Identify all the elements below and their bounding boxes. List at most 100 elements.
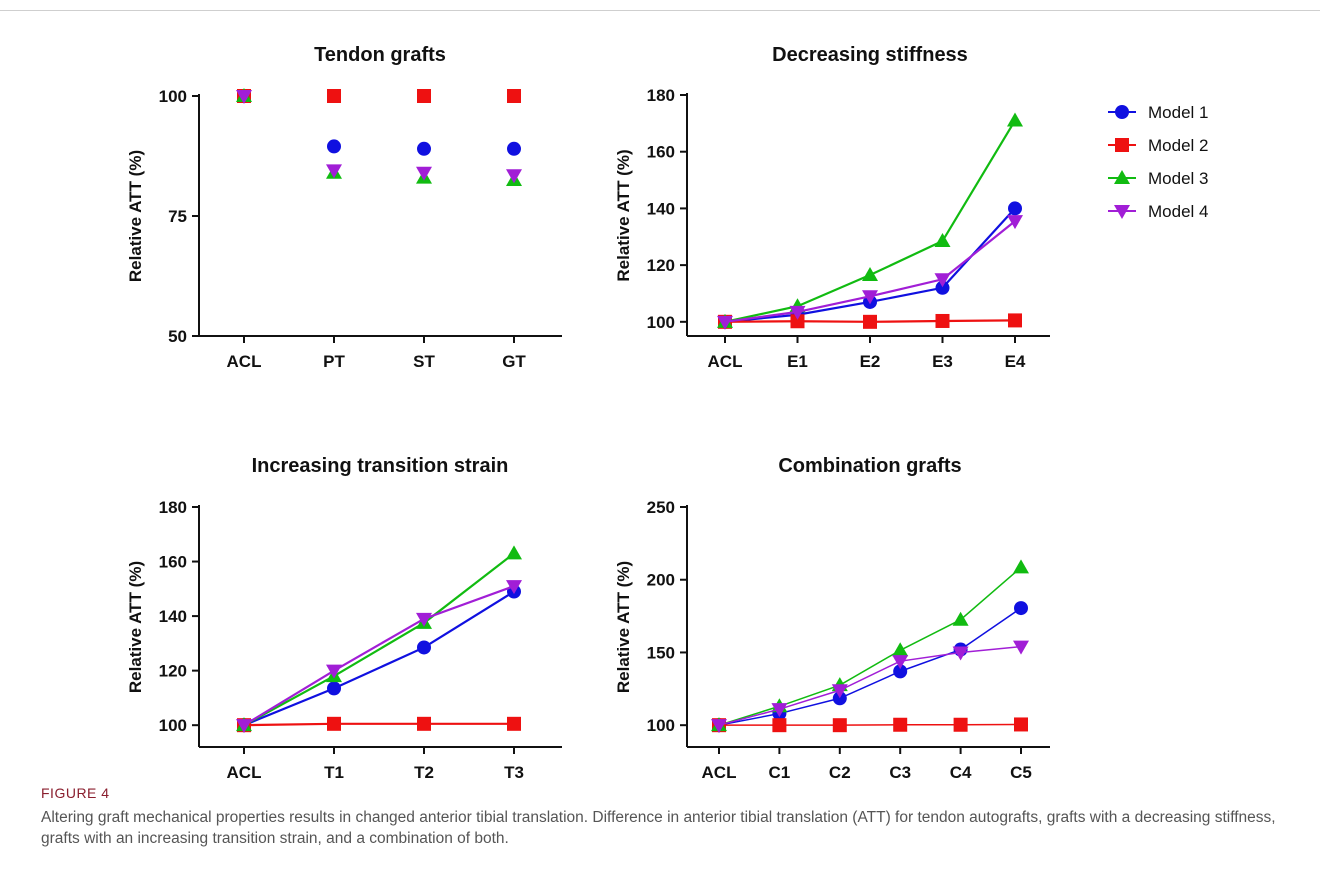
series-model-4 (236, 580, 522, 734)
data-point (416, 166, 432, 181)
data-point (789, 305, 806, 320)
figure-caption-text: Altering graft mechanical properties res… (41, 809, 1276, 847)
y-axis-label: Relative ATT (%) (614, 561, 633, 693)
data-point (1014, 601, 1028, 616)
x-tick-label: ACL (227, 352, 262, 371)
series-model-1 (718, 201, 1022, 329)
legend-label: Model 4 (1148, 202, 1208, 221)
data-point (507, 716, 521, 731)
y-axis-label: Relative ATT (%) (126, 150, 145, 282)
legend-marker (1115, 138, 1129, 152)
x-tick-label: ACL (227, 763, 262, 780)
y-tick-label: 100 (647, 313, 675, 332)
data-point (711, 719, 727, 734)
series-model-3 (717, 112, 1023, 328)
x-tick-label: E3 (932, 352, 953, 371)
data-point (506, 545, 522, 560)
figure-caption: FIGURE 4 Altering graft mechanical prope… (41, 785, 1291, 849)
data-point (416, 612, 432, 627)
chart-title: Tendon grafts (314, 44, 446, 66)
data-point (893, 717, 908, 732)
data-point (1014, 717, 1028, 732)
data-point (1007, 215, 1023, 230)
y-tick-label: 75 (168, 207, 187, 226)
legend: Model 1 Model 2 Model 3 Model 4 (1108, 103, 1208, 221)
series-line (243, 552, 515, 727)
legend-marker (1114, 170, 1130, 184)
x-tick-label: T3 (504, 763, 524, 780)
series-model-2 (237, 89, 521, 103)
data-point (1008, 201, 1022, 216)
data-point (952, 611, 969, 626)
x-tick-label: C1 (769, 763, 791, 780)
chart-title: Decreasing stiffness (772, 44, 968, 66)
series-model-4 (711, 640, 1029, 734)
series-line (718, 645, 1022, 726)
legend-label: Model 2 (1148, 136, 1208, 155)
y-tick-label: 120 (647, 256, 675, 275)
x-tick-label: C5 (1010, 763, 1032, 780)
chart-panel-4: Combination grafts Relative ATT (%) 100 150… (614, 455, 1050, 782)
data-point (1008, 313, 1022, 328)
y-tick-label: 180 (647, 86, 675, 105)
top-divider (0, 10, 1320, 11)
data-point (507, 141, 521, 156)
data-point (934, 273, 951, 288)
data-point (717, 315, 733, 330)
x-tick-label: E4 (1005, 352, 1026, 371)
x-tick-label: E2 (860, 352, 881, 371)
legend-item: Model 1 (1108, 103, 1208, 122)
x-tick-label: C3 (889, 763, 911, 780)
data-point (952, 646, 969, 661)
legend-marker (1114, 205, 1130, 219)
data-point (1013, 640, 1029, 655)
y-tick-label: 180 (159, 498, 187, 517)
data-point (327, 681, 341, 696)
chart-title: Increasing transition strain (252, 455, 509, 477)
data-point (771, 703, 788, 718)
y-tick-label: 250 (647, 498, 675, 517)
y-axis-label: Relative ATT (%) (614, 149, 633, 281)
x-tick-label: GT (502, 352, 526, 371)
data-point (1013, 559, 1029, 574)
legend-item: Model 4 (1108, 202, 1208, 221)
data-point (832, 718, 847, 733)
data-point (236, 90, 252, 104)
data-point (892, 642, 909, 657)
data-point (934, 233, 951, 248)
chart-panel-3: Increasing transition strain Relative ATT… (126, 455, 562, 782)
data-point (862, 290, 878, 305)
y-tick-label: 140 (647, 199, 675, 218)
data-point (790, 314, 805, 329)
data-point (327, 139, 341, 154)
series-model-3 (236, 88, 522, 186)
figure-label: FIGURE 4 (41, 785, 110, 801)
x-tick-label: ST (413, 352, 435, 371)
data-point (506, 169, 522, 184)
data-point (236, 719, 252, 734)
series-model-1 (237, 89, 521, 156)
series-line (718, 566, 1022, 726)
y-tick-label: 150 (647, 643, 675, 662)
y-tick-label: 160 (159, 553, 187, 572)
data-point (506, 580, 522, 595)
legend-label: Model 3 (1148, 169, 1208, 188)
data-point (417, 716, 431, 731)
y-tick-label: 200 (647, 571, 675, 590)
data-point (893, 664, 908, 679)
data-point (417, 640, 431, 655)
data-point (831, 684, 848, 699)
series-line (243, 585, 515, 727)
data-point (417, 141, 431, 156)
series-line (719, 723, 1022, 726)
series-model-2 (712, 717, 1028, 733)
data-point (326, 664, 342, 679)
data-point (862, 267, 878, 282)
data-point (327, 716, 341, 731)
y-tick-label: 100 (159, 716, 187, 735)
data-point (772, 718, 787, 733)
series-line (243, 722, 514, 727)
series-line (243, 590, 515, 727)
series-line (718, 607, 1022, 726)
